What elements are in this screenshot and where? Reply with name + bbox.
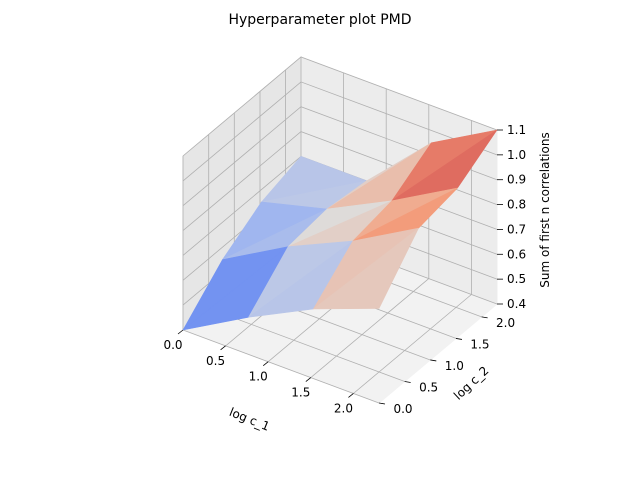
x-tick-mark [177,329,184,335]
y-tick-label: 0.0 [393,402,412,416]
axis-ticks: 0.0 0.5 1.0 1.5 2.0 0.0 0.5 1.0 1.5 2.0 0.4 0.5 0.6 0… [163,123,526,416]
surface-facet [312,227,419,310]
y-tick-mark [481,316,488,319]
y-tick-label: 2.0 [496,316,515,330]
y-tick-mark [455,338,463,340]
surface-plot [182,129,498,331]
y-tick-mark [404,381,411,383]
x-tick-label: 1.0 [249,370,268,384]
x-tick-mark [262,361,269,367]
z-tick-label: 0.9 [507,173,526,187]
z-tick-label: 0.7 [507,222,526,236]
z-tick-label: 0.8 [507,198,526,212]
z-tick-label: 0.4 [507,297,526,311]
x-tick-mark [305,377,312,382]
x-tick-label: 0.5 [206,354,225,368]
y-tick-mark [378,402,386,405]
x-tick-mark [348,393,354,398]
x-tick-label: 0.0 [163,338,182,352]
y-tick-label: 0.5 [419,380,438,394]
z-axis-label: Sum of first n correlations [538,132,552,287]
y-tick-label: 1.0 [445,359,464,373]
y-tick-label: 1.5 [470,337,489,351]
z-tick-label: 0.6 [507,247,526,261]
grid-lines [182,56,498,404]
grid-line [182,81,498,182]
z-tick-label: 1.1 [507,123,526,137]
grid-line [182,56,498,157]
chart-title: Hyperparameter plot PMD [228,12,411,28]
z-tick-label: 1.0 [507,148,526,162]
x-tick-label: 2.0 [334,401,353,415]
x-tick-mark [220,345,226,351]
x-tick-label: 1.5 [291,386,310,400]
z-tick-label: 0.5 [507,272,526,286]
y-tick-mark [430,359,437,362]
x-axis-label: log c_1 [227,405,272,434]
